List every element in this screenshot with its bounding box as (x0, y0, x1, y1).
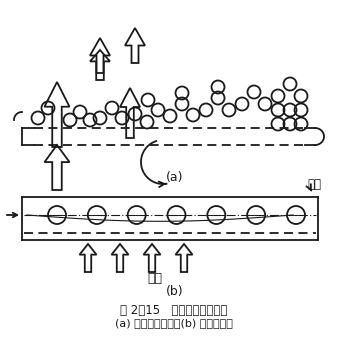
Text: 图 2－15   流态化冻结的原理: 图 2－15 流态化冻结的原理 (120, 303, 228, 316)
Text: (a) 冷气流的吹动；(b) 流态化冻结: (a) 冷气流的吹动；(b) 流态化冻结 (115, 318, 233, 328)
Text: (a): (a) (166, 171, 184, 184)
Text: (b): (b) (166, 284, 184, 297)
Text: 原料: 原料 (307, 178, 321, 191)
Text: 冷风: 冷风 (148, 271, 163, 284)
